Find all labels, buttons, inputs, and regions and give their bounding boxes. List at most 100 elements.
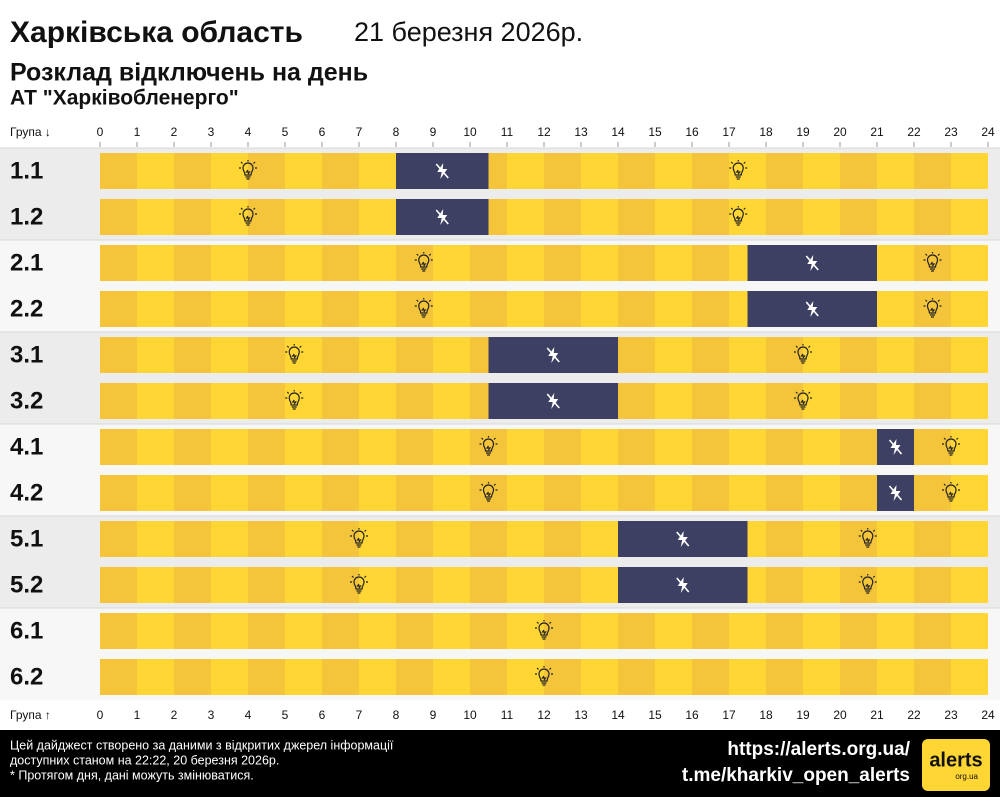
hour-stripe [914,521,951,557]
bulb-rays [479,482,498,491]
bulb-shape [945,438,957,456]
bulb-shape [418,300,430,318]
bulb-shape [945,484,957,502]
hour-stripe [544,521,581,557]
bulb-rays [239,206,257,215]
x-tick-label: 9 [430,125,437,139]
hour-stripe [433,659,470,695]
hour-stripe [433,567,470,603]
x-tick-label: 18 [759,708,773,722]
hour-stripe [951,429,988,465]
bulb-icon [479,482,498,502]
hour-stripe [470,521,507,557]
hour-stripe [248,337,285,373]
hour-stripe [396,613,433,649]
hour-stripe [433,613,470,649]
hour-stripe [470,291,507,327]
hour-stripe [507,567,544,603]
x-tick-label: 6 [319,125,326,139]
x-tick-label: 24 [981,708,995,722]
hour-stripe [174,337,211,373]
hour-stripe [766,199,803,235]
bulb-icon [942,482,960,502]
hour-stripe [211,291,248,327]
bulb-rays [858,574,877,583]
hour-stripe [470,659,507,695]
hour-stripe [248,383,285,419]
hour-stripe [137,291,174,327]
chart-subtitle: Розклад відключень на день [10,59,368,87]
hour-stripe [877,199,914,235]
hour-stripe [581,475,618,511]
bulb-icon [350,574,368,594]
hour-stripe [803,153,840,189]
bulb-rays [535,620,553,629]
x-tick-label: 11 [501,708,514,722]
no-power-icon [546,393,560,409]
x-tick-label: 10 [463,125,477,139]
hour-stripe [137,475,174,511]
hour-stripe [285,521,322,557]
hour-stripe [285,383,322,419]
hour-stripe [877,291,914,327]
footer-link[interactable]: t.me/kharkiv_open_alerts [682,765,910,786]
hour-stripe [655,429,692,465]
bulb-icon [414,252,433,272]
hour-stripe [322,521,359,557]
hour-stripe [359,153,396,189]
hour-stripe [100,337,137,373]
hour-stripe [359,291,396,327]
hour-stripe [803,613,840,649]
row-label: 4.1 [10,433,43,460]
x-tick-label: 24 [981,125,995,139]
x-tick-label: 0 [97,125,104,139]
hour-stripe [322,199,359,235]
x-tick-label: 5 [282,708,289,722]
hour-stripe [766,567,803,603]
bulb-icon [729,160,748,180]
x-tick-label: 2 [171,125,178,139]
x-tick-label: 6 [319,708,326,722]
hour-stripe [729,613,766,649]
hour-stripe [322,245,359,281]
hour-stripe [248,291,285,327]
bulb-rays [285,344,304,353]
bulb-shape [538,622,550,640]
hour-stripe [803,567,840,603]
hour-stripe [137,659,174,695]
footer-link[interactable]: https://alerts.org.ua/ [727,739,910,760]
hour-stripe [507,521,544,557]
hour-stripe [729,429,766,465]
row-label: 5.1 [10,525,43,552]
hour-stripe [544,199,581,235]
hour-stripe [618,659,655,695]
x-tick-label: 15 [648,708,662,722]
hour-stripe [692,291,729,327]
x-tick-label: 0 [97,708,104,722]
footer-note: Цей дайджест створено за даними з відкри… [10,738,394,752]
hour-stripe [137,337,174,373]
hour-stripe [137,613,174,649]
hour-stripe [359,337,396,373]
row-label: 1.1 [10,157,43,184]
hour-stripe [359,429,396,465]
hour-stripe [914,199,951,235]
hour-stripe [951,475,988,511]
hour-stripe [877,521,914,557]
hour-stripe [174,613,211,649]
x-tick-label: 3 [208,125,215,139]
bulb-icon [923,252,942,272]
bulb-rays [414,252,433,261]
hour-stripe [544,567,581,603]
hour-stripe [655,291,692,327]
hour-stripe [914,429,951,465]
row-label: 2.1 [10,249,43,276]
x-tick-label: 5 [282,125,289,139]
hour-stripe [729,153,766,189]
bulb-icon [942,436,960,456]
hour-stripe [211,475,248,511]
hour-stripe [248,429,285,465]
hour-stripe [692,383,729,419]
x-tick-label: 23 [944,708,958,722]
